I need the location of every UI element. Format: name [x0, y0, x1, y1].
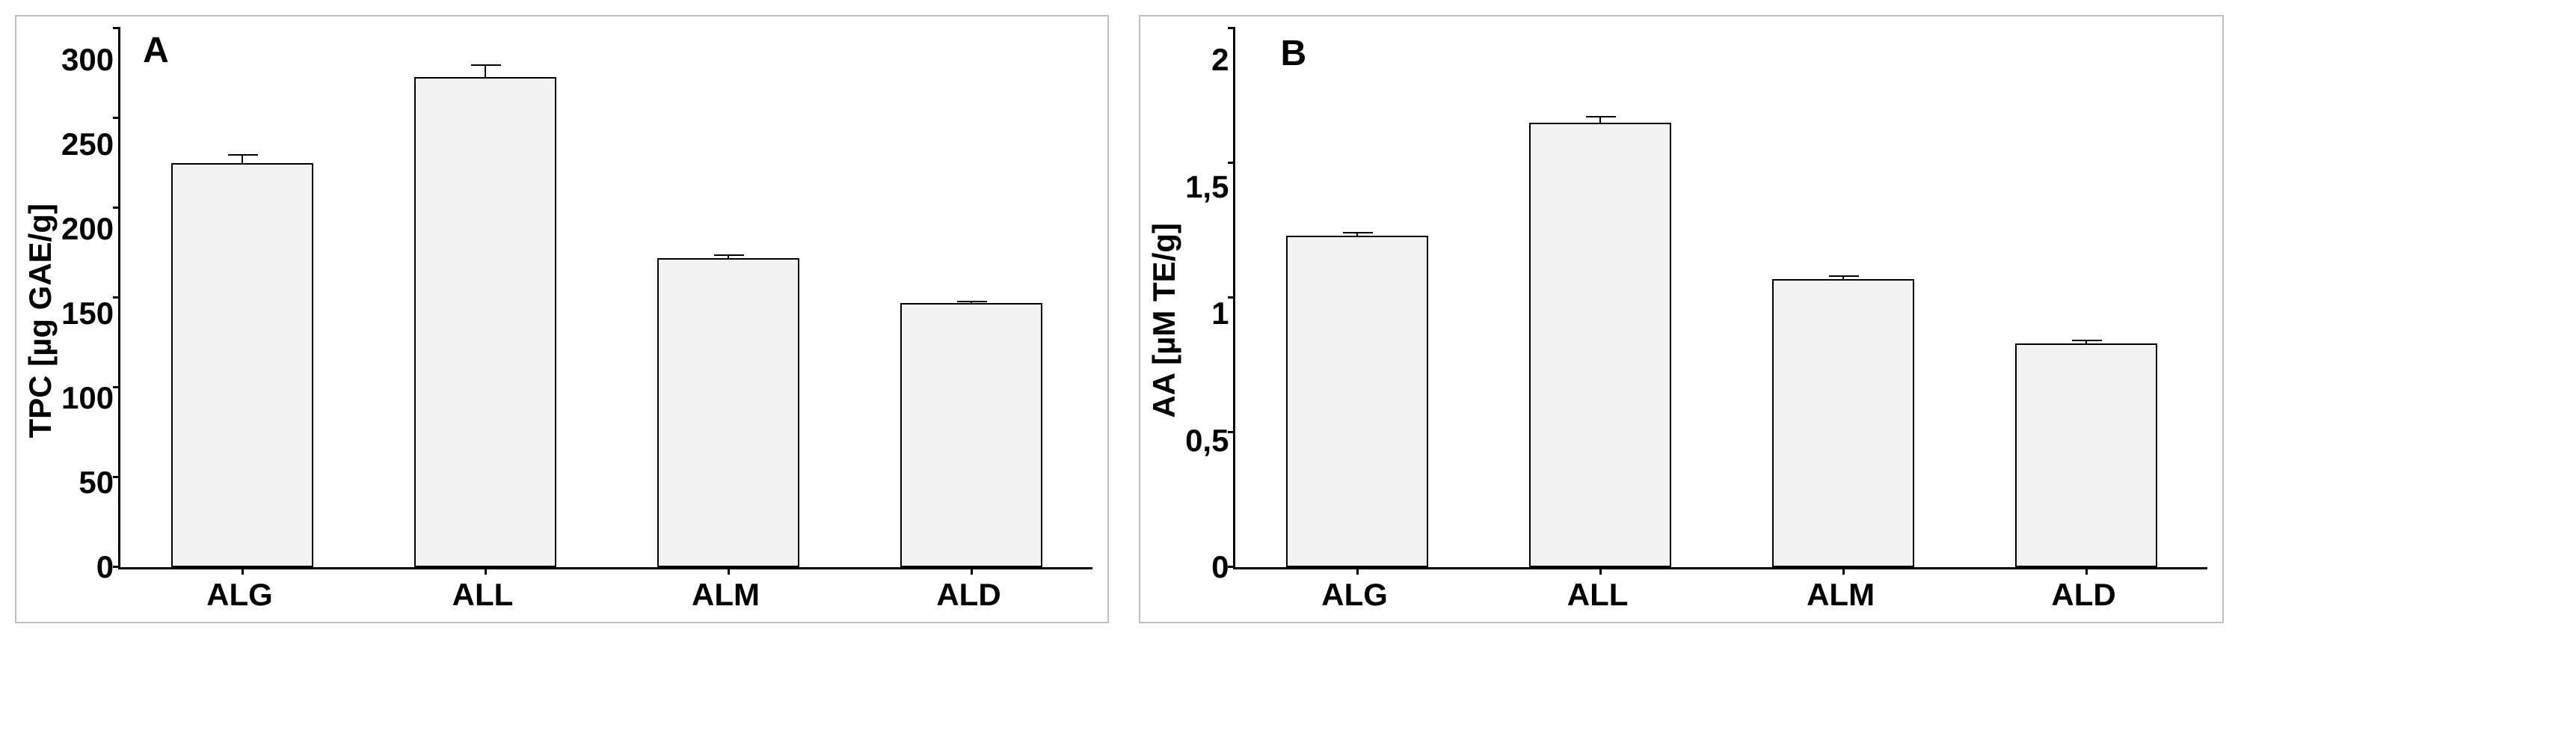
- ytick-label: 50: [61, 467, 114, 498]
- panel-A-plot-area: A: [118, 28, 1092, 569]
- ytick-label: 0: [1185, 551, 1229, 583]
- bar: [1772, 279, 1914, 567]
- xtick-mark: [1842, 567, 1845, 575]
- panel-A-plotrow: 300250200150100500 A: [61, 28, 1092, 569]
- bar-slot: [1721, 28, 1964, 567]
- ytick-mark: [113, 296, 120, 299]
- panel-B-yticks: 21,510,50: [1185, 28, 1233, 567]
- xtick-label: ALL: [1476, 577, 1719, 613]
- bar: [414, 77, 556, 567]
- bar-slot: [1964, 28, 2207, 567]
- xtick-mark: [485, 567, 487, 575]
- panel-B-plotrow: 21,510,50 B: [1185, 28, 2207, 569]
- error-bar: [242, 154, 243, 165]
- panel-A-ylabel: TPC [µg GAE/g]: [22, 204, 58, 438]
- panel-A-ylabel-wrap: TPC [µg GAE/g]: [22, 28, 61, 613]
- ytick-label: 100: [61, 382, 114, 414]
- ytick-label: 1,5: [1185, 171, 1229, 203]
- ytick-label: 150: [61, 298, 114, 329]
- figure-row: TPC [µg GAE/g] 300250200150100500 A ALGA…: [0, 0, 2576, 638]
- panel-B-ylabel-wrap: AA [µM TE/g]: [1146, 28, 1185, 613]
- xtick-label: ALD: [1962, 577, 2205, 613]
- error-bar: [1842, 275, 1844, 281]
- xtick-label: ALG: [1233, 577, 1476, 613]
- ytick-mark: [113, 207, 120, 209]
- bar: [171, 163, 313, 567]
- bar: [1529, 123, 1671, 567]
- xtick-mark: [971, 567, 973, 575]
- ytick-label: 200: [61, 213, 114, 245]
- xtick-mark: [728, 567, 730, 575]
- panel-B-ylabel: AA [µM TE/g]: [1146, 223, 1182, 418]
- ytick-label: 250: [61, 129, 114, 160]
- panel-B-xticks: ALGALLALMALD: [1233, 569, 2205, 613]
- bar-slot: [1478, 28, 1721, 567]
- ytick-mark: [1228, 27, 1235, 29]
- panel-A-yticks: 300250200150100500: [61, 28, 118, 567]
- panel-B-bars: [1235, 28, 2207, 567]
- xtick-label: ALL: [361, 577, 604, 613]
- ytick-mark: [113, 476, 120, 478]
- ytick-label: 2: [1185, 44, 1229, 76]
- panel-A-bars: [120, 28, 1092, 567]
- xtick-label: ALG: [118, 577, 361, 613]
- ytick-mark: [113, 27, 120, 29]
- xtick-mark: [1599, 567, 1602, 575]
- bar-slot: [606, 28, 849, 567]
- error-bar: [1599, 116, 1601, 124]
- bar-slot: [363, 28, 606, 567]
- error-bar: [971, 301, 972, 305]
- error-bar: [728, 254, 729, 260]
- ytick-label: 0: [61, 551, 114, 583]
- bar: [657, 258, 799, 567]
- bar-slot: [1235, 28, 1478, 567]
- xtick-mark: [1356, 567, 1359, 575]
- bar: [2015, 343, 2157, 567]
- ytick-mark: [1228, 431, 1235, 433]
- bar-slot: [120, 28, 363, 567]
- panel-B-right: 2 1,5 1 0,5 0 B ALGALLALMALD: [1185, 28, 2207, 613]
- ytick-mark: [1228, 296, 1235, 299]
- panel-B-plot-area: B: [1233, 28, 2207, 569]
- bar-slot: [849, 28, 1092, 567]
- ytick-label: 1: [1185, 298, 1229, 329]
- error-bar: [1356, 232, 1358, 237]
- xtick-mark: [242, 567, 244, 575]
- ytick-mark: [113, 566, 120, 568]
- panel-A-right: 300 250 200 150 100 50 0 A ALGALLALMALD: [61, 28, 1092, 613]
- ytick-mark: [1228, 162, 1235, 164]
- ytick-label: 300: [61, 44, 114, 76]
- panel-A-xticks: ALGALLALMALD: [118, 569, 1090, 613]
- panel-B-inner: AA [µM TE/g] 2 1,5 1 0,5 0 B ALGALLALMALD: [1146, 28, 2207, 613]
- ytick-mark: [113, 117, 120, 119]
- xtick-label: ALD: [847, 577, 1090, 613]
- ytick-mark: [113, 386, 120, 388]
- panel-B: AA [µM TE/g] 2 1,5 1 0,5 0 B ALGALLALMALD: [1139, 15, 2224, 623]
- error-bar: [485, 64, 486, 79]
- error-bar: [2085, 340, 2087, 345]
- panel-A-inner: TPC [µg GAE/g] 300250200150100500 A ALGA…: [22, 28, 1092, 613]
- bar: [900, 303, 1042, 567]
- xtick-label: ALM: [604, 577, 847, 613]
- panel-A: TPC [µg GAE/g] 300250200150100500 A ALGA…: [15, 15, 1109, 623]
- xtick-label: ALM: [1719, 577, 1962, 613]
- ytick-label: 0,5: [1185, 425, 1229, 456]
- bar: [1286, 236, 1428, 567]
- ytick-mark: [1228, 566, 1235, 568]
- xtick-mark: [2085, 567, 2088, 575]
